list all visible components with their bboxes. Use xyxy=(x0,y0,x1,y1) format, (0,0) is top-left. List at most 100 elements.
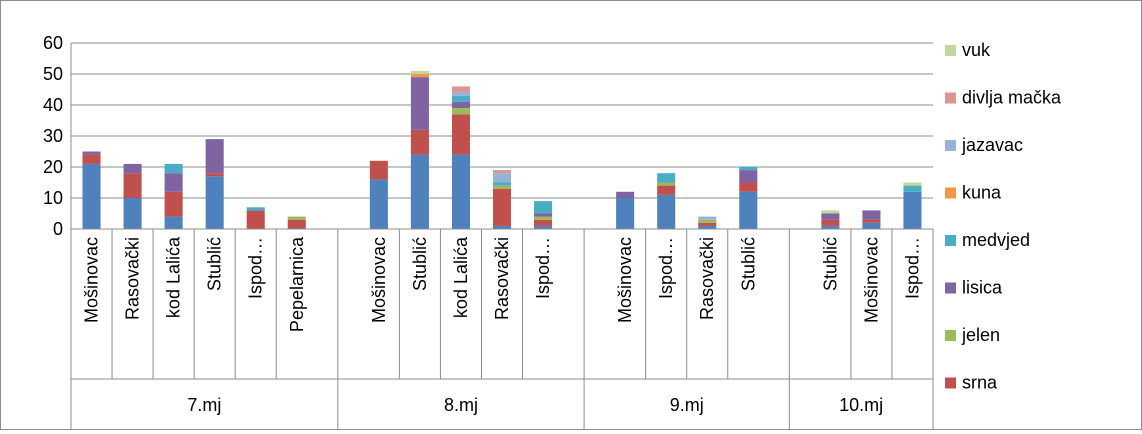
x-group-labels: 7.mj 8.mj 9.mj 10.mj xyxy=(187,395,883,415)
x-category-label: Rasovački xyxy=(123,237,143,320)
bar-segment xyxy=(492,182,512,186)
bar-segment xyxy=(821,225,840,229)
y-tick-label: 10 xyxy=(43,188,63,208)
y-tick-label: 60 xyxy=(43,33,63,53)
bar-segment xyxy=(123,173,142,198)
x-category-label: Stublić xyxy=(820,237,840,291)
legend-label: vuk xyxy=(962,40,991,60)
bar-segment xyxy=(410,70,429,74)
y-tick-label: 50 xyxy=(43,64,63,84)
bar-segment xyxy=(410,129,429,155)
bar-segment xyxy=(698,222,717,226)
bar-segment xyxy=(164,191,183,217)
bar-segment xyxy=(821,210,840,214)
bar-segment xyxy=(492,188,512,226)
x-category-label: Mošinovac xyxy=(82,237,102,323)
bar-segment xyxy=(903,191,922,229)
bar-segment xyxy=(369,179,388,229)
x-category-label: Rasovački xyxy=(697,237,717,320)
legend-swatch xyxy=(945,235,956,246)
y-tick-label: 40 xyxy=(43,95,63,115)
bar-segment xyxy=(698,219,717,223)
x-group-label: 7.mj xyxy=(187,395,221,415)
bar-segment xyxy=(205,139,224,174)
legend-label: srna xyxy=(962,373,998,393)
x-category-label: Mošinovac xyxy=(615,237,635,323)
legend-label: divlja mačka xyxy=(962,88,1062,108)
legend-swatch xyxy=(945,330,956,341)
bar-segment xyxy=(451,86,470,93)
bar-segment xyxy=(451,95,470,102)
x-category-label: kod Lalića xyxy=(164,236,184,318)
bar-segment xyxy=(534,216,553,220)
bar-segment xyxy=(492,225,512,229)
y-tick-label: 20 xyxy=(43,157,63,177)
x-category-label: Pepelarnica xyxy=(287,236,307,332)
legend: vuk divlja mačka jazavac kuna medvjed lisica j… xyxy=(945,40,1062,393)
bar-segment xyxy=(451,114,470,155)
bar-segment xyxy=(698,216,717,220)
x-group-label: 9.mj xyxy=(670,395,704,415)
bar-segment xyxy=(246,207,265,211)
bar-segment xyxy=(369,160,388,180)
x-category-label: Stublić xyxy=(738,237,758,291)
legend-swatch xyxy=(945,45,956,56)
x-category-label: Stublić xyxy=(410,237,430,291)
bar-segment xyxy=(164,173,183,192)
x-category-label: Ispod… xyxy=(656,237,676,299)
bar-segment xyxy=(123,198,142,229)
bar-segment xyxy=(287,216,306,220)
legend-swatch xyxy=(945,92,956,104)
bar-segment xyxy=(123,163,142,174)
bar-segment xyxy=(698,225,717,229)
bar-segment xyxy=(82,151,101,155)
bar-segment xyxy=(451,108,470,115)
bar-segment xyxy=(451,101,470,109)
x-category-label: Ispod… xyxy=(533,237,553,299)
bar-segment xyxy=(164,216,183,229)
x-category-label: Rasovački xyxy=(492,237,512,320)
x-group-label: 8.mj xyxy=(444,395,478,415)
bar-segment xyxy=(903,185,922,192)
bar-segment xyxy=(657,182,676,186)
bar-segment xyxy=(739,167,758,171)
bar-segment xyxy=(534,201,553,214)
x-category-label: Mošinovac xyxy=(369,237,389,323)
y-tick-label: 30 xyxy=(43,126,63,146)
x-category-label: kod Lalića xyxy=(451,236,471,318)
bar-segment xyxy=(410,74,429,78)
bar-segment xyxy=(657,194,676,229)
bar-segment xyxy=(739,170,758,183)
bar-segment xyxy=(246,210,265,229)
bar-segment xyxy=(492,170,512,174)
legend-swatch xyxy=(945,187,956,199)
x-category-labels: Mošinovac Rasovački kod Lalića Stublić Ispod… xyxy=(82,236,923,332)
x-category-label: Stublić xyxy=(205,237,225,291)
bar-segment xyxy=(82,163,101,229)
bar-segment xyxy=(492,185,512,189)
y-tick-label: 0 xyxy=(53,219,63,239)
bar-segment xyxy=(164,163,183,174)
legend-swatch xyxy=(945,377,956,389)
legend-label: jelen xyxy=(961,325,1000,345)
bar-segment xyxy=(862,210,881,220)
bar-segment xyxy=(534,219,553,226)
bar-segment xyxy=(616,198,635,229)
bar-segment xyxy=(862,219,881,223)
bar-segment xyxy=(205,176,224,229)
legend-label: kuna xyxy=(962,183,1002,203)
x-category-label: Ispod… xyxy=(246,237,266,299)
bar-segment xyxy=(534,213,553,217)
legend-swatch xyxy=(945,140,956,151)
bar-segment xyxy=(410,77,429,130)
x-category-label: Mošinovac xyxy=(861,237,881,323)
bars xyxy=(82,70,922,229)
bar-segment xyxy=(616,191,635,198)
bar-segment xyxy=(534,225,553,229)
bar-segment xyxy=(903,182,922,186)
x-group-label: 10.mj xyxy=(839,395,883,415)
bar-segment xyxy=(82,154,101,164)
bar-segment xyxy=(739,182,758,192)
x-category-label: Ispod… xyxy=(902,237,922,299)
